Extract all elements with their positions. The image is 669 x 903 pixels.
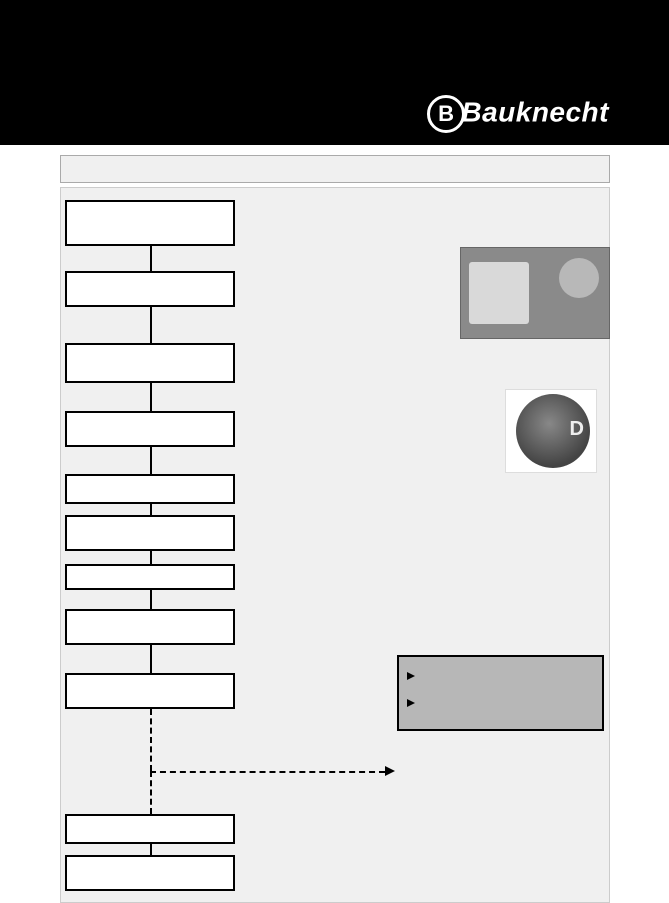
flow-step-11 xyxy=(65,855,235,891)
flow-step-1 xyxy=(65,200,235,246)
connector xyxy=(150,447,152,474)
brand-logo: BBauknecht xyxy=(427,95,609,133)
header-bar: BBauknecht xyxy=(0,0,669,145)
flow-step-10 xyxy=(65,814,235,844)
dial-image: D xyxy=(516,394,590,468)
arrow-right-icon xyxy=(385,766,395,776)
flow-step-8 xyxy=(65,609,235,645)
bullet-arrow-icon xyxy=(407,672,415,680)
flow-step-3 xyxy=(65,343,235,383)
flow-step-5 xyxy=(65,474,235,504)
brand-name: Bauknecht xyxy=(461,96,609,127)
connector-dashed xyxy=(150,771,152,814)
callout-box xyxy=(397,655,604,731)
connector xyxy=(150,504,152,515)
title-bar xyxy=(60,155,610,183)
connector xyxy=(150,844,152,855)
flow-step-2 xyxy=(65,271,235,307)
flow-step-6 xyxy=(65,515,235,551)
dial-letter: D xyxy=(570,418,584,441)
connector xyxy=(150,307,152,343)
connector xyxy=(150,590,152,609)
brand-logo-circle: B xyxy=(427,95,465,133)
connector xyxy=(150,645,152,673)
connector-dashed xyxy=(150,709,152,771)
connector xyxy=(150,383,152,411)
connector xyxy=(150,246,152,271)
flow-step-7 xyxy=(65,564,235,590)
bullet-arrow-icon xyxy=(407,699,415,707)
dial-image-wrapper: D xyxy=(505,389,597,473)
page-body: D xyxy=(0,145,669,903)
flow-step-4 xyxy=(65,411,235,447)
connector xyxy=(150,551,152,564)
dispenser-image xyxy=(460,247,610,339)
flow-step-9 xyxy=(65,673,235,709)
connector-dashed xyxy=(150,771,385,773)
